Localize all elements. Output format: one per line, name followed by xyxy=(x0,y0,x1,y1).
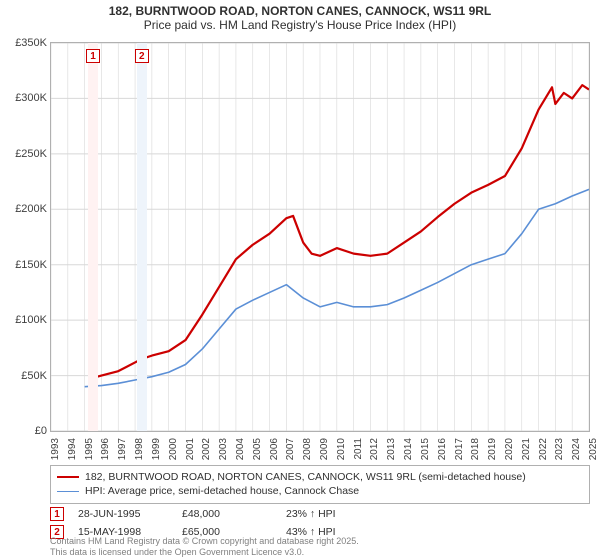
chart-plot-area: £0£50K£100K£150K£200K£250K£300K£350K12 xyxy=(50,42,590,432)
footer-line-2: This data is licensed under the Open Gov… xyxy=(50,547,590,558)
y-tick-label: £250K xyxy=(15,148,47,160)
chart-marker: 1 xyxy=(86,49,100,63)
x-tick-label: 2024 xyxy=(571,438,582,460)
footer: Contains HM Land Registry data © Crown c… xyxy=(50,536,590,558)
x-tick-label: 1995 xyxy=(84,438,95,460)
x-tick-label: 2016 xyxy=(437,438,448,460)
transaction-date: 28-JUN-1995 xyxy=(78,508,168,520)
legend-swatch-price xyxy=(57,476,79,478)
y-tick-label: £100K xyxy=(15,314,47,326)
x-tick-label: 1998 xyxy=(134,438,145,460)
x-tick-label: 2025 xyxy=(588,438,599,460)
x-tick-label: 1994 xyxy=(67,438,78,460)
legend-label-price: 182, BURNTWOOD ROAD, NORTON CANES, CANNO… xyxy=(85,470,526,485)
x-tick-label: 2013 xyxy=(386,438,397,460)
x-tick-label: 2023 xyxy=(554,438,565,460)
legend-item-price: 182, BURNTWOOD ROAD, NORTON CANES, CANNO… xyxy=(57,470,583,485)
x-tick-label: 2004 xyxy=(235,438,246,460)
title-line-1: 182, BURNTWOOD ROAD, NORTON CANES, CANNO… xyxy=(0,4,600,18)
y-tick-label: £350K xyxy=(15,37,47,49)
chart-title: 182, BURNTWOOD ROAD, NORTON CANES, CANNO… xyxy=(0,0,600,33)
x-tick-label: 1993 xyxy=(50,438,61,460)
y-tick-label: £200K xyxy=(15,203,47,215)
y-tick-label: £150K xyxy=(15,259,47,271)
x-tick-label: 2017 xyxy=(454,438,465,460)
x-tick-label: 2022 xyxy=(538,438,549,460)
x-tick-label: 1997 xyxy=(117,438,128,460)
title-line-2: Price paid vs. HM Land Registry's House … xyxy=(0,18,600,32)
x-tick-label: 2007 xyxy=(285,438,296,460)
x-tick-label: 2010 xyxy=(336,438,347,460)
x-tick-label: 2006 xyxy=(269,438,280,460)
y-tick-label: £300K xyxy=(15,92,47,104)
legend-swatch-hpi xyxy=(57,491,79,493)
x-tick-label: 2005 xyxy=(252,438,263,460)
x-tick-label: 1999 xyxy=(151,438,162,460)
x-tick-label: 2009 xyxy=(319,438,330,460)
x-tick-label: 2012 xyxy=(369,438,380,460)
x-tick-label: 2014 xyxy=(403,438,414,460)
x-tick-label: 2018 xyxy=(470,438,481,460)
x-tick-label: 2000 xyxy=(168,438,179,460)
x-tick-label: 2011 xyxy=(353,438,364,460)
x-tick-label: 2002 xyxy=(201,438,212,460)
x-tick-label: 2019 xyxy=(487,438,498,460)
y-tick-label: £0 xyxy=(35,425,47,437)
legend-label-hpi: HPI: Average price, semi-detached house,… xyxy=(85,484,359,499)
x-tick-label: 2001 xyxy=(185,438,196,460)
chart-marker: 2 xyxy=(135,49,149,63)
footer-line-1: Contains HM Land Registry data © Crown c… xyxy=(50,536,590,547)
chart-svg xyxy=(51,43,589,431)
x-axis: 1993199419951996199719981999200020012002… xyxy=(50,436,590,456)
x-tick-label: 2015 xyxy=(420,438,431,460)
transaction-marker: 1 xyxy=(50,507,64,521)
x-tick-label: 2008 xyxy=(302,438,313,460)
x-tick-label: 2003 xyxy=(218,438,229,460)
legend-item-hpi: HPI: Average price, semi-detached house,… xyxy=(57,484,583,499)
legend: 182, BURNTWOOD ROAD, NORTON CANES, CANNO… xyxy=(50,465,590,504)
transaction-row: 1 28-JUN-1995 £48,000 23% ↑ HPI xyxy=(50,506,590,522)
highlight-band xyxy=(137,43,147,431)
x-tick-label: 2020 xyxy=(504,438,515,460)
x-tick-label: 1996 xyxy=(100,438,111,460)
y-tick-label: £50K xyxy=(21,370,47,382)
x-tick-label: 2021 xyxy=(521,438,532,460)
transaction-pct: 23% ↑ HPI xyxy=(286,508,366,520)
transaction-price: £48,000 xyxy=(182,508,272,520)
highlight-band xyxy=(88,43,98,431)
